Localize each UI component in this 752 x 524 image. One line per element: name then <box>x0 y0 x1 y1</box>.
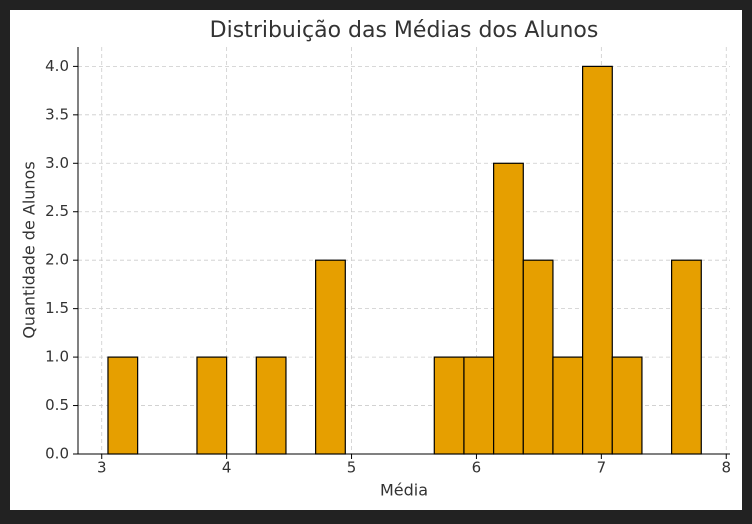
y-tick-label: 1.5 <box>45 299 69 317</box>
bar <box>315 259 346 455</box>
x-tick-label: 4 <box>222 459 232 477</box>
bar <box>671 259 702 455</box>
chart-title: Distribuição das Médias dos Alunos <box>210 18 599 43</box>
bar <box>552 356 584 455</box>
bar <box>522 259 554 455</box>
axes: 0.0 0.5 1.0 1.5 2.0 2.5 3.0 3.5 4.0 3 4 5 6 7 8 <box>45 47 731 477</box>
bar <box>433 356 465 455</box>
bar <box>255 356 287 455</box>
y-tick-label: 3.5 <box>45 105 69 123</box>
bars <box>107 65 702 455</box>
y-tick-label: 1.0 <box>45 348 69 366</box>
y-tick-label: 0.0 <box>45 445 69 463</box>
x-tick-label: 6 <box>472 459 482 477</box>
bar <box>582 65 613 455</box>
x-tick-label: 3 <box>97 459 107 477</box>
y-tick-label: 3.0 <box>45 154 69 172</box>
bar <box>463 356 495 455</box>
y-tick-label: 4.0 <box>45 57 69 75</box>
bar <box>196 356 228 455</box>
y-tick-label: 2.0 <box>45 251 69 269</box>
x-tick-label: 5 <box>347 459 357 477</box>
bar <box>107 356 139 455</box>
y-tick-label: 2.5 <box>45 202 69 220</box>
y-axis-label: Quantidade de Alunos <box>20 161 39 338</box>
y-tick-label: 0.5 <box>45 396 69 414</box>
bar <box>493 162 524 455</box>
x-axis-label: Média <box>380 481 428 500</box>
x-tick-label: 8 <box>721 459 731 477</box>
x-tick-label: 7 <box>597 459 607 477</box>
bar <box>611 356 643 455</box>
